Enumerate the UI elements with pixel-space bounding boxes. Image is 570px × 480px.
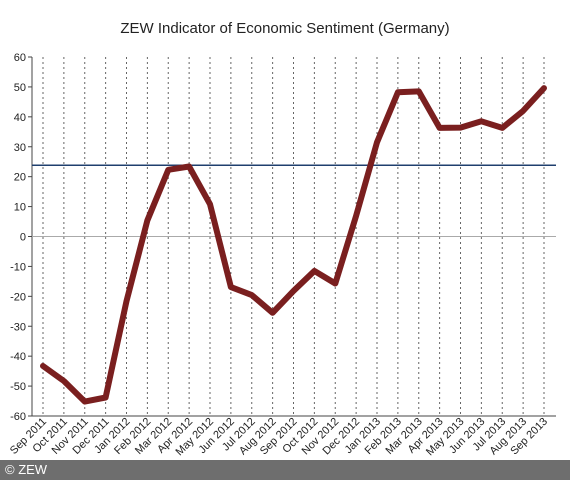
data-point — [167, 169, 169, 171]
data-point — [334, 282, 336, 284]
chart-title: ZEW Indicator of Economic Sentiment (Ger… — [120, 20, 450, 37]
data-point — [188, 165, 190, 167]
data-point — [105, 396, 107, 398]
footer-bar: © ZEW — [0, 460, 570, 480]
series-line — [40, 85, 547, 405]
y-tick-label: -10 — [10, 261, 26, 273]
data-point — [313, 270, 315, 272]
data-point — [251, 294, 253, 296]
data-point — [42, 365, 44, 367]
y-tick-label: -30 — [10, 321, 26, 333]
copyright-credit: © ZEW — [5, 462, 48, 477]
y-tick-label: -60 — [10, 411, 26, 423]
data-point — [272, 312, 274, 314]
data-point — [480, 120, 482, 122]
data-point — [84, 401, 86, 403]
data-point — [146, 219, 148, 221]
data-point — [418, 90, 420, 92]
data-point — [501, 127, 503, 129]
data-point — [522, 110, 524, 112]
data-point — [126, 300, 127, 302]
data-point — [230, 286, 232, 288]
data-point — [293, 290, 294, 292]
y-tick-label: 50 — [14, 82, 26, 94]
y-tick-label: 30 — [14, 142, 26, 154]
data-point — [209, 203, 211, 205]
y-tick-label: -20 — [10, 291, 26, 303]
y-tick-label: -40 — [10, 351, 26, 363]
data-point — [355, 215, 357, 217]
data-point — [460, 127, 461, 129]
y-axis: -60 -50 -40 -30 -20 -10 0 10 20 30 40 50 60 — [10, 52, 32, 423]
data-point — [63, 380, 65, 382]
y-tick-label: 0 — [20, 232, 26, 244]
data-point — [439, 127, 441, 129]
y-tick-label: 40 — [14, 112, 26, 124]
y-tick-label: -50 — [10, 381, 26, 393]
data-point — [397, 91, 399, 93]
y-tick-label: 20 — [14, 172, 26, 184]
data-point — [376, 141, 378, 143]
series-marks — [32, 85, 556, 405]
y-tick-label: 60 — [14, 52, 26, 64]
data-point — [543, 87, 545, 89]
y-tick-label: 10 — [14, 202, 26, 214]
